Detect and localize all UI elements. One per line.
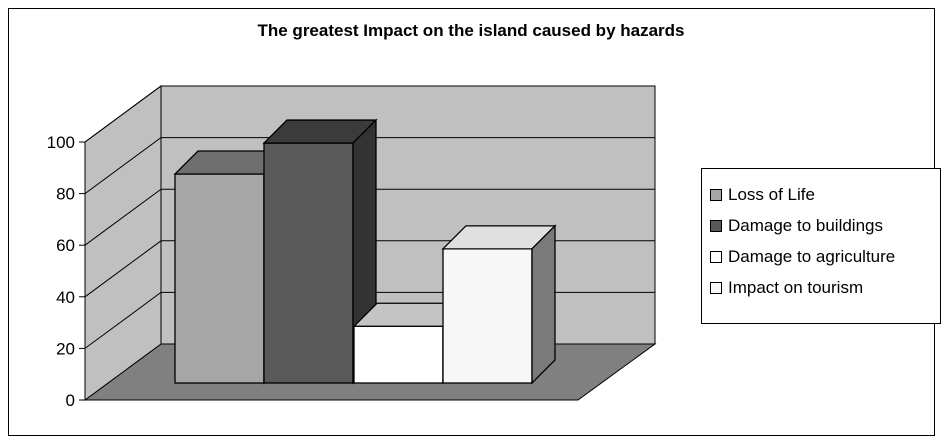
legend: Loss of Life Damage to buildings Damage to… <box>701 168 941 324</box>
legend-label: Impact on tourism <box>728 278 864 297</box>
chart-title: The greatest Impact on the island caused… <box>257 21 685 40</box>
legend-item: Damage to agriculture <box>710 245 895 269</box>
legend-swatch <box>710 220 722 232</box>
legend-item: Loss of Life <box>710 183 815 207</box>
legend-label: Damage to agriculture <box>728 247 896 266</box>
gridline <box>84 188 655 246</box>
y-tick-label: 40 <box>56 288 75 307</box>
legend-label: Damage to buildings <box>728 216 883 235</box>
legend-item: Impact on tourism <box>710 276 863 300</box>
bar-front-damage-to-agriculture <box>353 325 444 384</box>
y-tick-label: 100 <box>47 133 75 152</box>
bar-front-damage-to-buildings <box>263 142 354 384</box>
gridline <box>84 137 655 195</box>
y-tick-label: 60 <box>56 236 75 255</box>
legend-swatch <box>710 251 722 263</box>
bar-side-impact-on-tourism <box>531 224 556 385</box>
bar-front-loss-of-life <box>174 173 265 384</box>
legend-label: Loss of Life <box>728 185 815 204</box>
legend-swatch <box>710 189 722 201</box>
gridline <box>84 85 655 143</box>
bar-front-impact-on-tourism <box>442 248 533 384</box>
y-tick-label: 0 <box>66 391 75 410</box>
legend-item: Damage to buildings <box>710 214 883 238</box>
y-tick-label: 20 <box>56 339 75 358</box>
legend-swatch <box>710 282 722 294</box>
y-tick-label: 80 <box>56 185 75 204</box>
